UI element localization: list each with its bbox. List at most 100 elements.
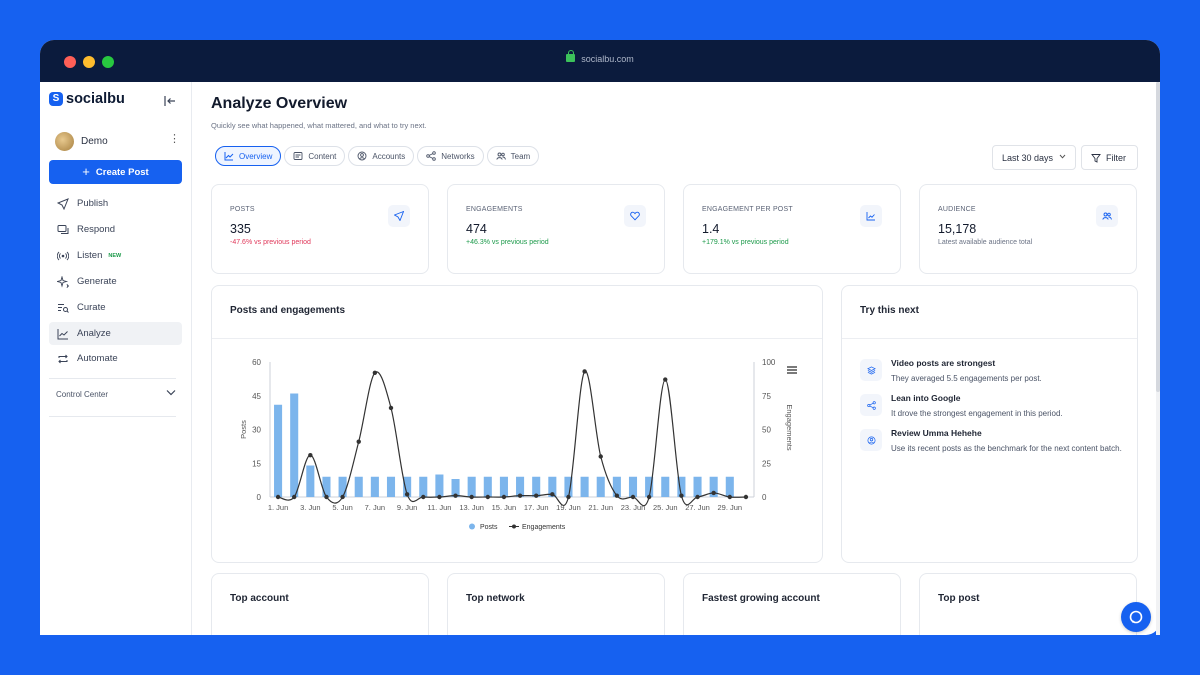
engagement-point [485,494,490,500]
bar-posts [354,476,363,497]
card-title: Posts and engagements [230,305,346,316]
y-left-tick-label: 45 [252,392,261,401]
tab-label: Team [510,151,531,161]
bar-posts [548,476,557,497]
chevron-down-icon [166,388,176,398]
share-icon [860,394,882,416]
address-bar[interactable]: socialbu.com [40,50,1160,64]
bar-posts [596,476,605,497]
create-post-label: Create Post [95,166,149,178]
sidebar-item-label: Respond [77,224,116,235]
sidebar-divider [49,378,176,379]
x-tick-label: 1. Jun [268,503,288,512]
brand-logo[interactable]: S socialbu [49,91,125,107]
tip-title: Video posts are strongest [891,358,996,368]
bar-posts [725,476,734,497]
engagement-point [404,492,410,497]
engagement-point [646,494,652,500]
engagement-point [582,369,587,374]
heart-icon [624,205,646,227]
tab-overview[interactable]: Overview [215,146,282,166]
bar-posts [628,476,638,497]
close-window-button[interactable] [64,56,76,68]
scrollbar-thumb[interactable] [1156,82,1160,392]
tab-label: Networks [441,151,475,161]
y-right-tick-label: 100 [762,358,776,367]
broadcast-icon [56,250,70,262]
socialbu-logo-icon: S [49,92,63,106]
page-title: Analyze Overview [211,95,348,112]
tab-networks[interactable]: Networks [417,146,484,166]
sidebar-item-curate[interactable]: Curate [49,296,182,319]
bar-posts [580,476,589,497]
legend-posts-swatch [469,523,475,530]
date-range-value: Last 30 days [1002,152,1054,163]
tab-content[interactable]: Content [284,146,346,166]
x-tick-label: 21. Jun [588,503,613,512]
tip-item: Video posts are strongest They averaged … [860,358,1130,388]
sidebar-item-label: Generate [77,276,117,287]
support-chat-button[interactable] [1121,602,1151,632]
sidebar-item-automate[interactable]: Automate [49,347,182,370]
user-menu[interactable]: Demo ⋮ [55,131,180,151]
bar-posts [338,476,347,497]
x-tick-label: 13. Jun [459,503,484,512]
engagement-point [517,493,523,498]
posts-engagements-card: Posts and engagements 0 15 30 45 60 0 25 50 75 10… [211,285,823,563]
stat-value: 1.4 [702,222,720,236]
bar-posts [709,476,718,497]
stat-value: 474 [466,222,487,236]
tab-label: Overview [239,151,273,161]
legend-engagements-label: Engagements [522,524,566,531]
kebab-menu-icon[interactable]: ⋮ [169,133,180,145]
x-tick-label: 17. Jun [524,503,549,512]
x-tick-label: 7. Jun [365,503,385,512]
avatar [55,131,74,151]
stat-change: +179.1% vs previous period [702,239,789,246]
window-bottom-edge [40,625,1160,635]
collapse-sidebar-icon[interactable] [164,96,176,106]
card-divider [212,338,822,339]
sidebar-divider [49,416,176,417]
sidebar-item-listen[interactable]: Listen NEW [49,244,182,267]
new-badge: NEW [108,252,122,259]
sidebar-item-analyze[interactable]: Analyze [49,322,182,345]
chevron-down-icon [1059,154,1066,161]
bar-posts [516,476,525,497]
users-icon [495,152,506,160]
tip-description: Use its recent posts as the benchmark fo… [891,444,1122,453]
create-post-button[interactable]: + Create Post [49,160,182,184]
bar-posts [645,476,654,497]
y-left-tick-label: 0 [257,493,262,502]
bar-posts [532,476,541,497]
maximize-window-button[interactable] [102,56,114,68]
minimize-window-button[interactable] [83,56,95,68]
x-tick-label: 3. Jun [300,503,320,512]
bar-posts [612,476,621,497]
y-left-tick-label: 60 [252,358,261,367]
sidebar-item-generate[interactable]: Generate [49,270,182,293]
tab-team[interactable]: Team [486,146,540,166]
tab-accounts[interactable]: Accounts [348,146,415,166]
sidebar-item-publish[interactable]: Publish [49,192,182,215]
bar-posts [677,476,686,497]
x-tick-label: 23. Jun [621,503,646,512]
layers-icon [860,359,882,381]
bar-posts [274,404,283,497]
chart-line-icon [56,328,70,340]
engagement-point [340,494,345,500]
engagement-point [308,452,313,458]
control-center-toggle[interactable]: Control Center [56,390,176,399]
share-icon [426,151,437,161]
sidebar-item-respond[interactable]: Respond [49,218,182,241]
filter-button[interactable]: Filter [1081,145,1138,170]
stat-label: ENGAGEMENT PER POST [702,206,793,213]
browser-titlebar: socialbu.com [40,40,1160,82]
engagement-point [630,494,636,500]
main-scrollbar[interactable] [1156,82,1160,635]
date-range-select[interactable]: Last 30 days [992,145,1076,170]
engagements-line [277,370,746,507]
document-icon [293,152,303,160]
card-title: Fastest growing account [702,593,820,604]
card-title: Top network [466,593,525,604]
